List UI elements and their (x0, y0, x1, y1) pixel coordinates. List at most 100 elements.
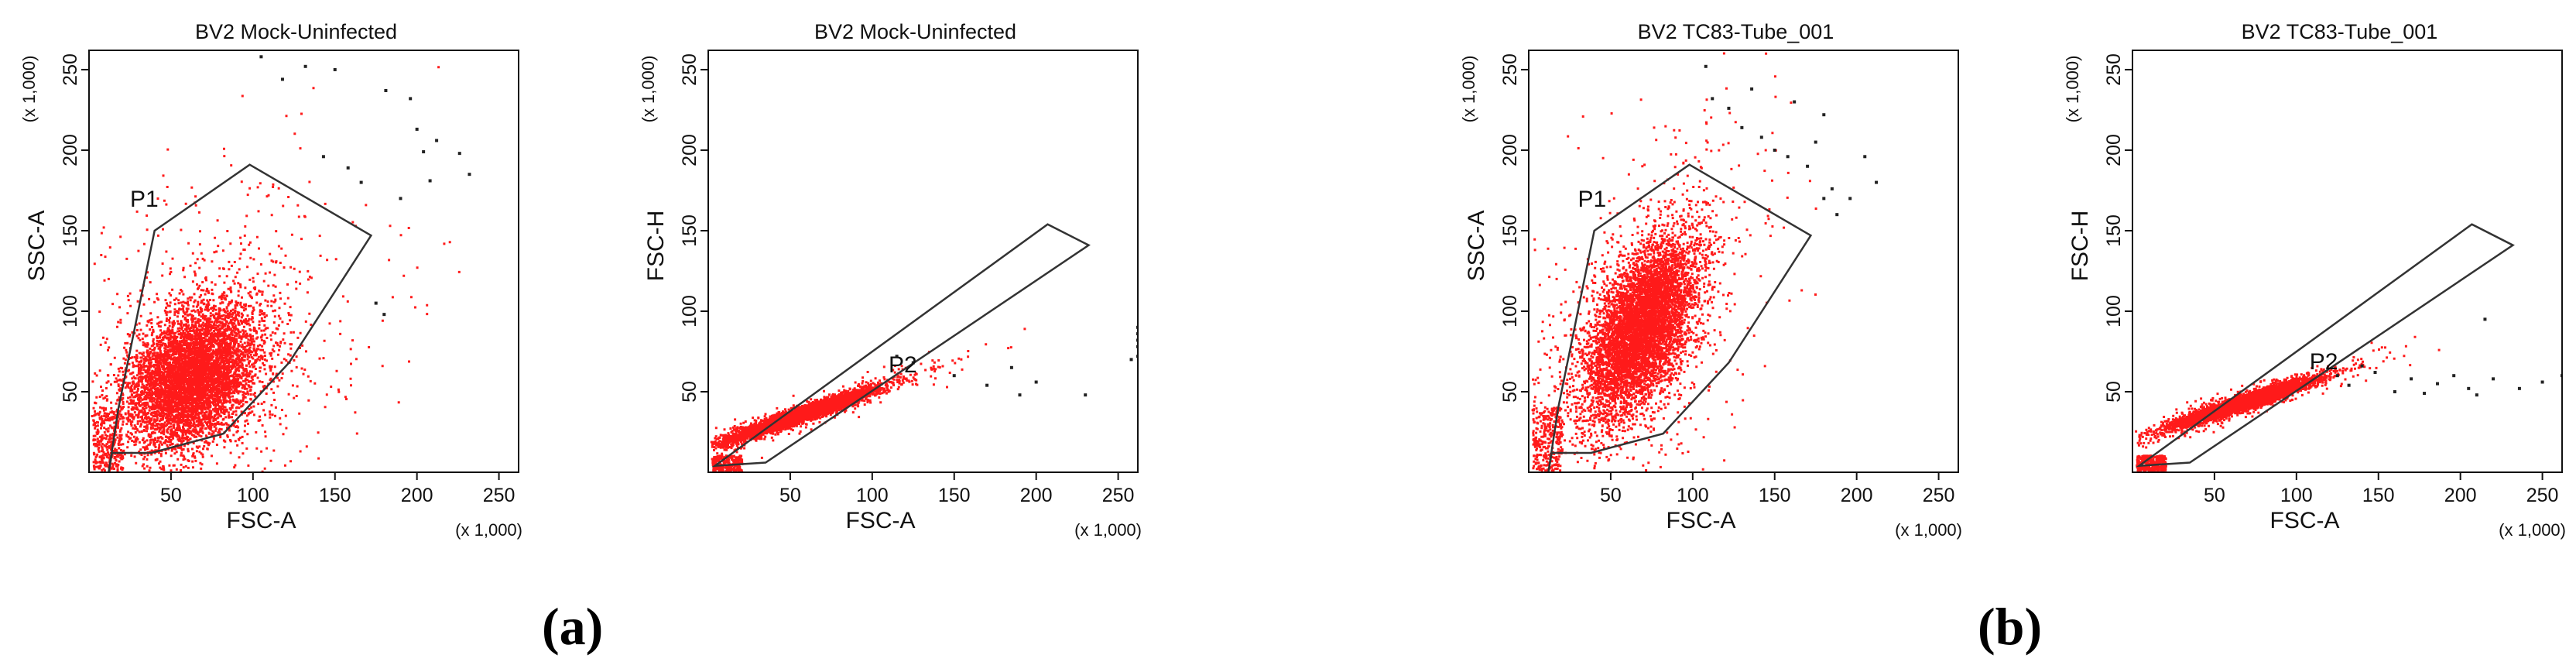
outlier-point (2540, 380, 2544, 384)
outlier-point (374, 301, 378, 305)
outlier-point (1034, 380, 1038, 384)
x-tick-label: 100 (1677, 485, 1709, 506)
outlier-point (382, 313, 386, 317)
outlier-point (985, 383, 989, 387)
outlier-point (2483, 317, 2487, 321)
outlier-point (1822, 197, 1826, 201)
y-tick-label: 150 (679, 214, 701, 247)
red-event-dots (91, 66, 461, 472)
x-tick-label: 250 (1102, 485, 1135, 506)
outlier-point (2475, 393, 2478, 397)
gate-label: P1 (130, 187, 159, 212)
flow-plot-b1: BV2 TC83-Tube_001 P1 50 100 150 200 250 50 100 15… (1459, 20, 1962, 540)
outlier-point (2467, 386, 2471, 390)
outlier-point (1814, 140, 1817, 144)
outlier-point (346, 166, 350, 170)
panel-b-right: BV2 TC83-Tube_001 P2 50 100 150 200 250 50 100 15… (2043, 0, 2576, 672)
x-tick-label: 150 (2362, 485, 2395, 506)
x-tick-label: 50 (1600, 485, 1622, 506)
x-tick-label: 200 (1841, 485, 1873, 506)
gate-polygon (1547, 163, 1813, 473)
outlier-point (2410, 377, 2413, 381)
caption-a: (a) (542, 597, 604, 656)
x-axis-label: FSC-A (1667, 508, 1736, 533)
y-scale-note: (x 1,000) (2063, 56, 2082, 123)
outlier-point (1711, 97, 1714, 101)
x-tick-label: 50 (779, 485, 801, 506)
outlier-point (1009, 365, 1013, 369)
outlier-point (2436, 382, 2440, 386)
plot-frame (88, 50, 519, 473)
x-scale-note: (x 1,000) (1895, 520, 1962, 540)
y-tick-label: 50 (679, 381, 701, 403)
flow-plot-a1: BV2 Mock-Uninfected P1 50 100 150 200 250 50 100… (19, 20, 522, 540)
x-tick-label: 150 (1759, 485, 1791, 506)
x-tick-label: 50 (160, 485, 182, 506)
plot-title: BV2 TC83-Tube_001 (2242, 20, 2438, 43)
x-tick-label: 100 (856, 485, 889, 506)
x-tick-label: 100 (2280, 485, 2313, 506)
outlier-point (1740, 125, 1744, 129)
outlier-point (1875, 180, 1879, 184)
y-tick-label: 50 (1499, 381, 1521, 403)
plot-title: BV2 Mock-Uninfected (195, 20, 397, 43)
y-tick-label: 250 (60, 53, 81, 86)
y-tick-label: 100 (2103, 295, 2125, 327)
outlier-point (468, 173, 471, 177)
outlier-point (1773, 148, 1776, 152)
x-tick-label: 250 (1923, 485, 1955, 506)
caption-b: (b) (1978, 597, 2043, 656)
plot-frame (2132, 50, 2563, 473)
x-tick-label: 200 (2444, 485, 2477, 506)
x-tick-label: 150 (319, 485, 351, 506)
y-tick-label: 100 (60, 295, 81, 327)
outlier-point (415, 127, 419, 131)
event-dots (710, 325, 1138, 472)
outlier-point (2360, 364, 2364, 368)
panel-a: BV2 Mock-Uninfected P1 50 100 150 200 250 50 100… (0, 0, 650, 672)
red-event-dots (1531, 52, 1817, 472)
outlier-point (435, 139, 439, 142)
outlier-point (321, 155, 325, 159)
outlier-point (2517, 386, 2521, 390)
outlier-point (280, 77, 284, 81)
x-tick-label: 150 (938, 485, 971, 506)
plot-frame (707, 50, 1139, 473)
outlier-point (1704, 64, 1708, 68)
y-tick-label: 150 (1499, 214, 1521, 247)
outlier-point (428, 179, 432, 183)
outlier-point (399, 197, 402, 201)
outlier-point (2452, 374, 2456, 378)
gate-polygon (711, 223, 1091, 468)
outlier-point (1084, 393, 1088, 397)
outlier-point (1848, 197, 1852, 201)
y-tick-label: 250 (679, 53, 701, 86)
panel-a-right: BV2 Mock-Uninfected P2 50 100 150 200 250 50 100… (619, 0, 1269, 672)
outlier-point (1727, 106, 1731, 110)
plot-frame (1528, 50, 1959, 473)
y-tick-label: 200 (60, 134, 81, 166)
outlier-point (333, 67, 337, 71)
gate-polygon (2136, 223, 2515, 468)
panel-b: BV2 TC83-Tube_001 P1 50 100 150 200 250 50 100 15… (1440, 0, 2090, 672)
y-tick-label: 200 (2103, 134, 2125, 166)
outlier-point (1129, 358, 1133, 362)
y-tick-label: 50 (60, 381, 81, 403)
outlier-point (2393, 389, 2396, 393)
y-axis-label: SSC-A (24, 211, 50, 282)
x-tick-label: 50 (2204, 485, 2225, 506)
y-scale-note: (x 1,000) (639, 56, 658, 123)
outlier-point (1793, 100, 1797, 104)
event-dots (91, 55, 471, 472)
flow-plot-b2: BV2 TC83-Tube_001 P2 50 100 150 200 250 50 100 15… (2063, 20, 2566, 540)
y-tick-label: 150 (2103, 214, 2125, 247)
outlier-point (422, 150, 426, 154)
gate-label: P2 (2310, 349, 2338, 375)
gate-label: P1 (1578, 187, 1607, 212)
x-tick-label: 200 (1020, 485, 1053, 506)
outlier-point (409, 97, 413, 101)
outlier-point (1830, 187, 1834, 190)
outlier-point (457, 152, 461, 156)
x-scale-note: (x 1,000) (1074, 520, 1142, 540)
outlier-point (2423, 392, 2427, 396)
